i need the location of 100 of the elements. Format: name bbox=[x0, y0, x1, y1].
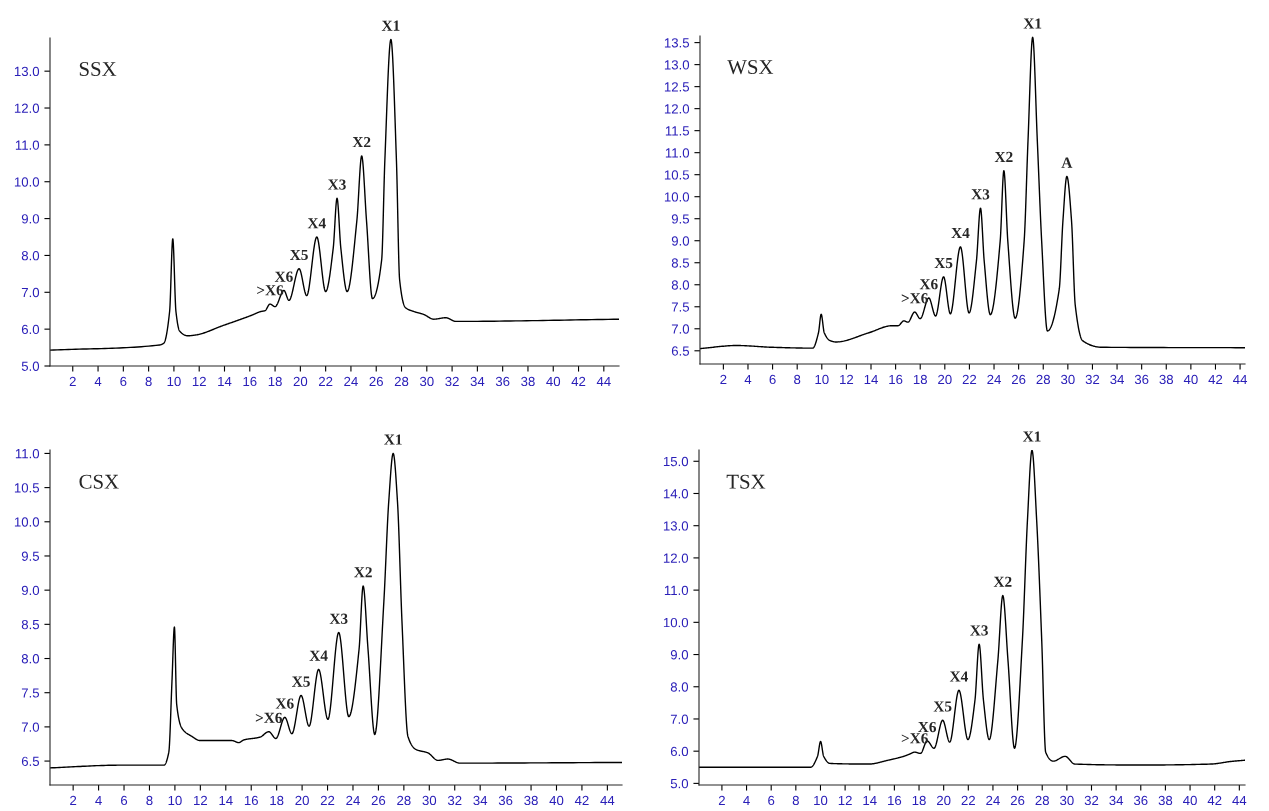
annotation: X2 bbox=[352, 137, 371, 148]
x-tick-label: 28 bbox=[1035, 795, 1049, 806]
x-tick-label: 28 bbox=[1036, 374, 1050, 385]
x-tick-label: 12 bbox=[838, 795, 852, 805]
y-tick-label: 9.0 bbox=[670, 650, 689, 660]
x-tick-label: 32 bbox=[1084, 795, 1099, 806]
annotation: >X6 bbox=[901, 733, 928, 744]
x-tick-label: 16 bbox=[243, 376, 257, 387]
x-tick-label: 38 bbox=[1158, 795, 1173, 806]
y-tick-label: 7.0 bbox=[21, 287, 40, 298]
y-tick-label: 12.0 bbox=[663, 553, 689, 563]
x-tick-label: 14 bbox=[863, 795, 877, 805]
x-tick-label: 22 bbox=[961, 795, 975, 805]
x-tick-label: 36 bbox=[498, 795, 513, 806]
x-tick-label: 44 bbox=[1233, 374, 1248, 384]
y-tick-label: 8.0 bbox=[21, 251, 40, 261]
y-tick-label: 12.5 bbox=[664, 82, 690, 92]
y-tick-label: 5.0 bbox=[21, 361, 40, 371]
x-tick-label: 36 bbox=[1133, 795, 1148, 806]
annotation: X4 bbox=[949, 671, 968, 682]
x-tick-label: 8 bbox=[794, 374, 801, 385]
x-tick-label: 44 bbox=[600, 795, 615, 805]
x-tick-label: 24 bbox=[987, 374, 1001, 384]
x-tick-label: 26 bbox=[1010, 795, 1025, 806]
y-tick-label: 9.0 bbox=[21, 214, 40, 224]
x-tick-label: 38 bbox=[524, 795, 538, 806]
x-tick-label: 12 bbox=[192, 376, 206, 386]
y-tick-label: 13.5 bbox=[664, 38, 690, 48]
x-tick-label: 2 bbox=[69, 376, 76, 386]
x-tick-label: 18 bbox=[268, 376, 282, 387]
x-tick-label: 40 bbox=[546, 376, 561, 387]
y-tick-label: 6.5 bbox=[671, 346, 690, 356]
x-tick-label: 4 bbox=[95, 795, 102, 805]
x-tick-label: 4 bbox=[94, 376, 102, 386]
x-tick-label: 16 bbox=[889, 374, 903, 385]
y-tick-label: 10.0 bbox=[14, 177, 40, 187]
y-tick-label: 14.0 bbox=[663, 489, 689, 499]
annotation: X2 bbox=[994, 151, 1013, 162]
y-tick-label: 12.0 bbox=[664, 104, 690, 114]
x-tick-label: 18 bbox=[913, 374, 927, 385]
y-tick-label: 11.0 bbox=[664, 585, 689, 596]
x-tick-label: 44 bbox=[596, 376, 611, 386]
text: TSX bbox=[726, 474, 766, 489]
y-tick-label: 6.0 bbox=[21, 324, 40, 335]
y-tick-label: 13.0 bbox=[664, 60, 690, 70]
x-tick-label: 30 bbox=[1060, 795, 1074, 806]
x-tick-label: 8 bbox=[145, 376, 152, 387]
y-tick-label: 6.5 bbox=[21, 756, 40, 766]
x-tick-label: 10 bbox=[168, 795, 182, 806]
x-tick-label: 22 bbox=[318, 376, 333, 386]
annotation: X4 bbox=[307, 218, 326, 229]
x-tick-label: 24 bbox=[986, 795, 1000, 805]
x-tick-label: 24 bbox=[344, 376, 358, 386]
x-tick-label: 16 bbox=[244, 795, 258, 806]
x-tick-label: 6 bbox=[769, 374, 776, 385]
annotation: X6 bbox=[275, 698, 294, 709]
x-tick-label: 36 bbox=[1134, 374, 1149, 385]
x-tick-label: 20 bbox=[293, 376, 308, 387]
annotation: X1 bbox=[1023, 18, 1042, 29]
x-tick-label: 30 bbox=[1061, 374, 1075, 385]
y-tick-label: 10.0 bbox=[14, 517, 40, 527]
x-tick-label: 14 bbox=[219, 795, 233, 805]
annotation: X6 bbox=[919, 279, 938, 290]
x-tick-label: 28 bbox=[394, 376, 409, 387]
x-tick-label: 4 bbox=[743, 795, 750, 805]
y-tick-label: 7.5 bbox=[671, 302, 690, 312]
x-tick-label: 34 bbox=[470, 376, 485, 387]
annotation: X3 bbox=[970, 625, 988, 636]
x-tick-label: 42 bbox=[574, 795, 589, 805]
x-tick-label: 24 bbox=[346, 795, 360, 805]
x-tick-label: 20 bbox=[295, 795, 309, 806]
annotation: X5 bbox=[292, 676, 310, 687]
annotation: X3 bbox=[327, 179, 346, 190]
y-tick-label: 7.0 bbox=[671, 324, 690, 334]
x-tick-label: 10 bbox=[815, 374, 829, 385]
x-tick-label: 26 bbox=[369, 376, 383, 387]
y-tick-label: 12.0 bbox=[14, 103, 40, 113]
annotation: X5 bbox=[934, 258, 953, 269]
x-tick-label: 34 bbox=[1110, 374, 1125, 385]
y-tick-label: 7.5 bbox=[21, 688, 40, 698]
annotation: X4 bbox=[951, 228, 970, 239]
annotation: X6 bbox=[274, 271, 293, 282]
x-tick-label: 40 bbox=[1183, 374, 1198, 385]
x-tick-label: 40 bbox=[549, 795, 564, 806]
x-tick-label: 42 bbox=[571, 376, 586, 386]
y-tick-label: 15.0 bbox=[663, 456, 689, 467]
annotation: X1 bbox=[381, 20, 400, 31]
x-tick-label: 4 bbox=[744, 374, 752, 384]
x-tick-label: 16 bbox=[888, 795, 902, 806]
x-tick-label: 42 bbox=[1208, 374, 1223, 384]
y-tick-label: 8.5 bbox=[671, 258, 690, 268]
y-tick-label: 6.0 bbox=[670, 746, 689, 757]
x-tick-label: 12 bbox=[194, 795, 208, 805]
x-tick-label: 38 bbox=[521, 376, 535, 387]
y-tick-label: 10.5 bbox=[664, 170, 690, 180]
y-tick-label: 10.5 bbox=[14, 483, 40, 493]
x-tick-label: 2 bbox=[718, 795, 725, 805]
y-tick-label: 9.0 bbox=[21, 585, 40, 596]
x-tick-label: 6 bbox=[120, 376, 127, 387]
x-tick-label: 2 bbox=[70, 795, 77, 805]
